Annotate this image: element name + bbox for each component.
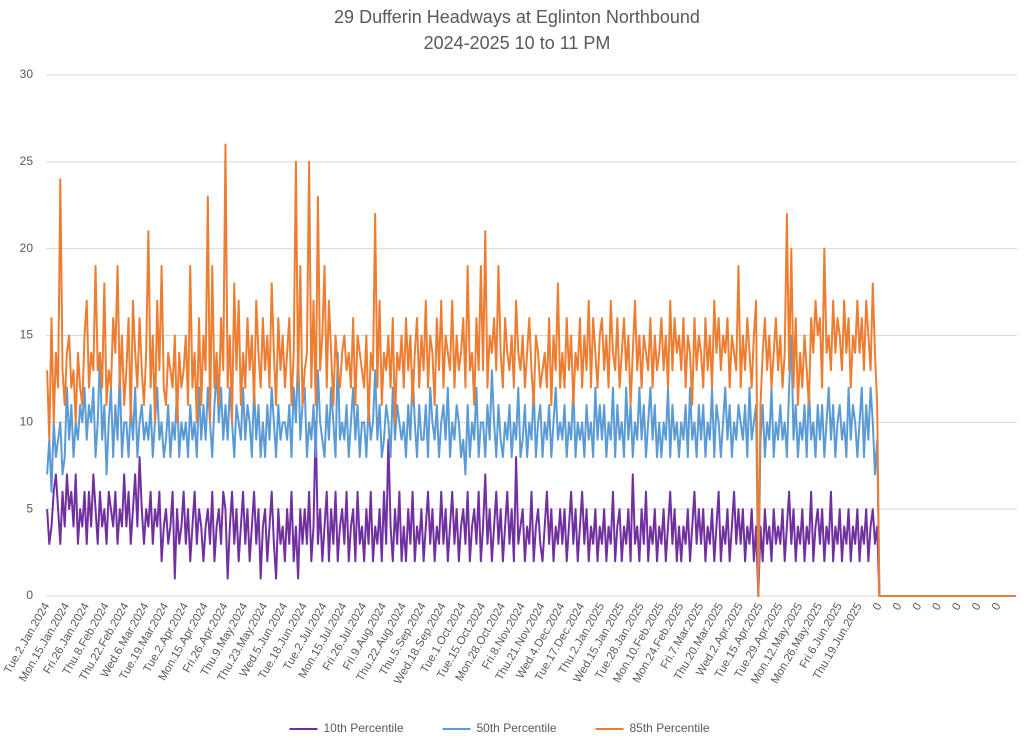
x-tick-label: 0	[911, 601, 925, 613]
x-tick-label: 0	[871, 601, 885, 613]
chart-subtitle: 2024-2025 10 to 11 PM	[424, 33, 611, 53]
y-tick-label: 30	[20, 67, 34, 81]
data-line	[46, 334, 1016, 597]
x-tick-label: 0	[891, 601, 905, 613]
y-tick-label: 0	[26, 588, 33, 602]
legend-label: 85th Percentile	[630, 721, 710, 735]
chart-title: 29 Dufferin Headways at Eglinton Northbo…	[334, 7, 700, 27]
x-tick-label: 0	[970, 601, 984, 613]
legend-item: 10th Percentile	[289, 721, 404, 735]
y-tick-label: 20	[20, 241, 34, 255]
data-line	[46, 421, 1016, 597]
x-tick-label: 0	[930, 601, 944, 613]
legend-item: 85th Percentile	[595, 721, 710, 735]
y-tick-label: 10	[20, 415, 34, 429]
x-tick-label: 0	[950, 601, 964, 613]
legend-label: 10th Percentile	[324, 721, 404, 735]
y-tick-label: 15	[20, 328, 34, 342]
y-tick-label: 25	[20, 154, 34, 168]
x-tick-label: 0	[990, 601, 1004, 613]
legend-label: 50th Percentile	[477, 721, 557, 735]
y-tick-label: 5	[26, 501, 33, 515]
data-line	[46, 143, 1016, 597]
legend-item: 50th Percentile	[442, 721, 557, 735]
